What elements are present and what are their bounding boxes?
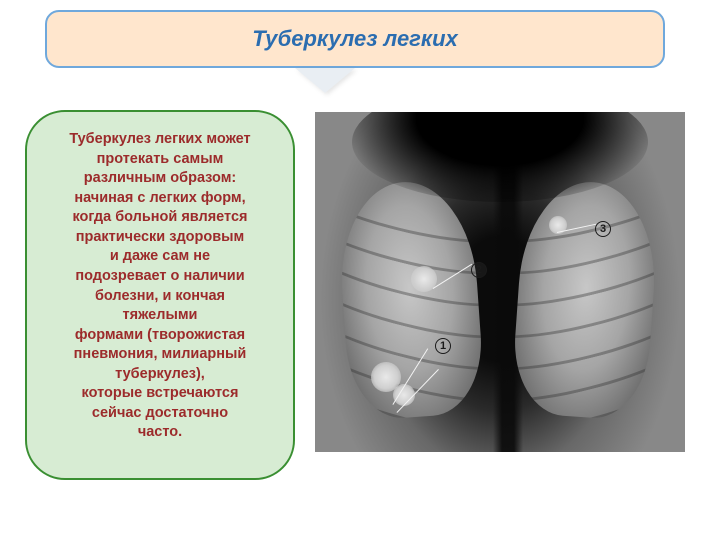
xray-marker-1: 1 xyxy=(435,338,451,354)
xray-marker-2: 2 xyxy=(471,262,487,278)
xray-left-lung xyxy=(335,178,486,422)
description-card: Туберкулез легких может протекать самым … xyxy=(25,110,295,480)
xray-image: 1 2 3 xyxy=(315,112,685,452)
banner-callout-tail xyxy=(295,68,355,93)
page-title: Туберкулез легких xyxy=(252,26,458,52)
title-banner: Туберкулез легких xyxy=(45,10,665,68)
xray-marker-3: 3 xyxy=(595,221,611,237)
description-text: Туберкулез легких может протекать самым … xyxy=(69,130,250,443)
xray-right-lung xyxy=(510,178,661,422)
